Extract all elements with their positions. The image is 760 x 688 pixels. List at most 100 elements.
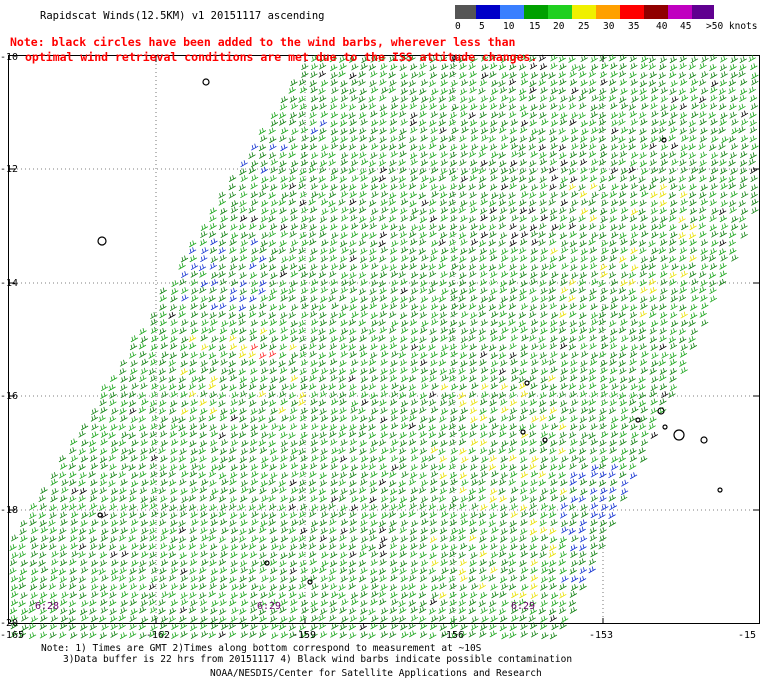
wind-barb	[660, 143, 669, 151]
wind-barb	[501, 559, 509, 566]
wind-barb	[640, 94, 648, 102]
wind-barb	[310, 567, 319, 574]
wind-barb	[268, 127, 276, 135]
wind-barb	[541, 488, 549, 496]
wind-barb	[661, 110, 669, 118]
wind-barb	[498, 320, 506, 328]
wind-barb	[110, 551, 118, 559]
wind-barb	[480, 351, 488, 359]
wind-barb	[621, 479, 629, 487]
wind-barb	[349, 511, 357, 519]
wind-barb	[688, 120, 697, 128]
wind-barb	[700, 127, 708, 135]
wind-barb	[489, 71, 497, 78]
wind-barb	[470, 134, 478, 142]
wind-barb	[601, 503, 609, 511]
wind-barb	[549, 544, 557, 552]
wind-barb	[579, 295, 588, 303]
wind-barb	[640, 256, 649, 264]
wind-barb	[320, 151, 329, 159]
wind-barb	[728, 79, 737, 87]
wind-barb	[308, 271, 317, 278]
wind-barb	[539, 103, 547, 111]
wind-barb	[360, 376, 369, 383]
wind-barb	[461, 456, 469, 464]
wind-barb	[539, 95, 548, 103]
wind-barb	[360, 519, 368, 527]
wind-barb	[419, 326, 428, 334]
wind-barb	[190, 486, 199, 494]
wind-barb	[580, 360, 588, 368]
wind-barb	[620, 102, 629, 110]
wind-barb	[510, 470, 518, 478]
wind-barb	[349, 272, 357, 280]
wind-barb	[460, 150, 468, 158]
wind-barb	[548, 431, 556, 439]
wind-barb	[618, 455, 626, 463]
wind-barb	[70, 438, 78, 446]
wind-barb	[530, 264, 539, 272]
wind-barb	[578, 320, 587, 328]
wind-barb	[419, 336, 427, 344]
wind-barb	[261, 431, 269, 439]
wind-barb	[600, 255, 608, 263]
wind-barb	[360, 543, 369, 551]
wind-barb	[499, 232, 508, 240]
wind-barb	[298, 320, 306, 328]
wind-barb	[348, 560, 357, 568]
wind-barb	[359, 495, 368, 503]
wind-barb	[330, 206, 338, 214]
wind-barb	[351, 63, 359, 71]
wind-barb	[99, 424, 107, 432]
wind-barb	[99, 504, 107, 512]
colorbar-label: 5	[479, 21, 485, 32]
wind-barb	[458, 424, 466, 432]
wind-barb	[269, 303, 277, 311]
wind-barb	[610, 224, 618, 231]
wind-barb	[359, 256, 368, 264]
wind-barb	[371, 262, 379, 270]
wind-barb	[479, 414, 488, 422]
wind-barb	[488, 574, 496, 582]
wind-barb	[469, 591, 478, 599]
wind-barb	[319, 408, 327, 416]
wind-barb	[329, 543, 337, 551]
wind-barb	[621, 422, 629, 430]
wind-barb	[478, 478, 486, 486]
wind-barb	[139, 470, 147, 478]
wind-barb	[330, 335, 338, 343]
wind-barb	[48, 583, 57, 591]
wind-barb	[81, 600, 89, 608]
wind-barb	[410, 279, 418, 287]
wind-barb	[589, 288, 597, 296]
wind-barb	[228, 175, 237, 182]
wind-barb	[230, 551, 238, 559]
wind-barb	[300, 279, 308, 287]
wind-barb	[518, 311, 527, 319]
wind-barb	[450, 544, 458, 552]
wind-barb	[448, 168, 457, 176]
wind-barb	[39, 503, 47, 511]
wind-barb	[639, 270, 647, 278]
wind-barb	[189, 255, 197, 263]
wind-barb	[550, 62, 558, 70]
wind-barb	[539, 414, 547, 422]
wind-barb	[470, 472, 478, 480]
wind-barb	[290, 606, 298, 614]
wind-barb	[118, 574, 127, 582]
wind-barb	[338, 584, 346, 592]
wind-barb	[669, 375, 677, 383]
wind-barb	[429, 230, 437, 238]
wind-barb	[358, 79, 366, 87]
wind-barb	[140, 599, 148, 607]
wind-barb	[80, 423, 89, 431]
wind-barb	[350, 94, 358, 102]
wind-barb	[299, 414, 308, 422]
wind-barb	[598, 318, 607, 326]
wind-barb	[599, 151, 608, 158]
wind-barb	[689, 342, 698, 350]
wind-barb	[389, 606, 397, 614]
wind-barb	[300, 287, 309, 295]
wind-barb	[260, 480, 268, 488]
wind-barb	[279, 207, 287, 215]
